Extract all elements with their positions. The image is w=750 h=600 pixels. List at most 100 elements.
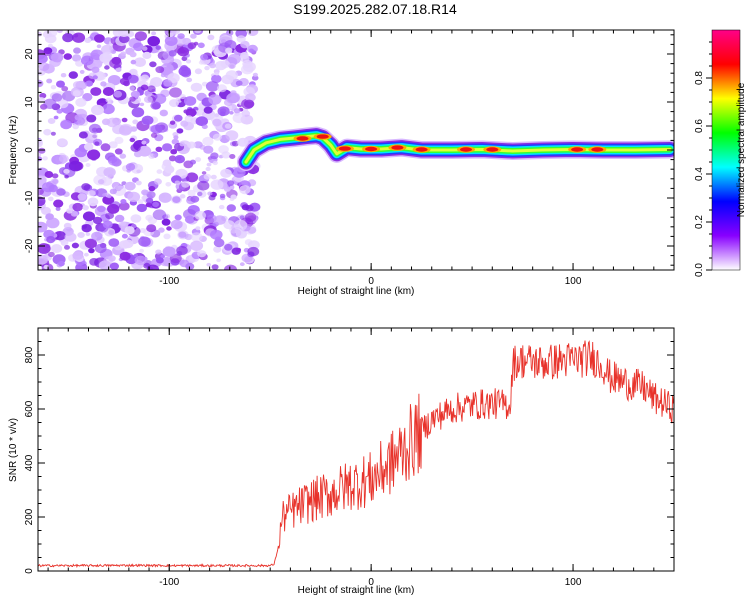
noise-blob <box>55 206 61 211</box>
noise-blob <box>224 123 232 129</box>
noise-blob <box>38 62 50 71</box>
noise-blob <box>46 236 56 244</box>
noise-blob <box>247 246 260 257</box>
noise-blob <box>176 128 184 134</box>
noise-blob <box>106 194 112 199</box>
noise-blob <box>147 85 156 93</box>
noise-blob <box>104 65 110 70</box>
noise-blob <box>131 107 145 118</box>
noise-blob <box>51 93 63 102</box>
noise-blob <box>102 195 115 205</box>
noise-blob <box>108 156 120 166</box>
noise-blob <box>68 71 79 79</box>
noise-blob <box>197 180 210 191</box>
spectrogram-y-axis-label: Frequency (Hz) <box>8 116 19 185</box>
noise-blob <box>100 176 113 186</box>
noise-blob <box>207 34 215 41</box>
noise-blob <box>56 188 66 196</box>
noise-blob <box>212 160 218 166</box>
noise-blob <box>158 192 172 203</box>
noise-blob <box>201 171 207 175</box>
noise-blob <box>135 180 142 186</box>
noise-blob <box>149 61 157 68</box>
noise-blob <box>47 43 54 49</box>
noise-blob <box>61 86 69 92</box>
signal-peak <box>415 147 428 152</box>
noise-blob <box>115 67 122 73</box>
noise-blob <box>174 155 185 164</box>
noise-blob <box>102 87 115 96</box>
noise-blob <box>57 138 68 147</box>
noise-blob <box>119 251 131 261</box>
noise-blob <box>224 243 233 251</box>
noise-blob <box>119 153 127 159</box>
noise-blob <box>185 59 192 64</box>
noise-blob <box>146 191 156 199</box>
noise-blob <box>64 245 70 250</box>
noise-blob <box>94 34 105 43</box>
noise-blob <box>102 51 113 60</box>
signal-peak <box>591 147 604 152</box>
noise-blob <box>38 79 44 88</box>
noise-blob <box>50 131 56 136</box>
noise-blob <box>133 42 144 52</box>
noise-blob <box>97 179 105 185</box>
noise-blob <box>90 87 102 96</box>
noise-blob <box>169 87 182 98</box>
noise-blob <box>195 157 202 162</box>
noise-blob <box>42 156 48 161</box>
noise-blob <box>38 97 46 103</box>
noise-blob <box>44 171 54 178</box>
noise-blob <box>141 140 147 145</box>
noise-blob <box>43 50 52 57</box>
noise-blob <box>91 66 100 74</box>
noise-blob <box>43 264 49 270</box>
noise-blob <box>151 31 157 36</box>
noise-blob <box>190 240 204 251</box>
noise-blob <box>89 258 99 266</box>
noise-blob <box>240 40 250 49</box>
noise-blob <box>184 233 193 241</box>
noise-blob <box>47 118 56 124</box>
noise-blob <box>45 213 54 221</box>
noise-blob <box>108 230 115 235</box>
noise-blob <box>141 46 148 51</box>
noise-blob <box>134 255 147 266</box>
signal-peak <box>460 147 472 152</box>
noise-blob <box>136 203 147 213</box>
noise-blob <box>113 90 123 98</box>
noise-blob <box>225 70 238 81</box>
noise-blob <box>50 85 57 90</box>
noise-blob <box>46 78 53 84</box>
noise-blob <box>72 81 83 89</box>
noise-blob <box>147 36 160 47</box>
noise-blob <box>168 155 177 162</box>
noise-blob <box>51 244 63 253</box>
noise-blob <box>212 133 222 141</box>
noise-blob <box>176 245 188 256</box>
noise-blob <box>52 179 59 184</box>
noise-blob <box>72 251 84 260</box>
noise-blob <box>62 33 74 43</box>
noise-blob <box>38 175 47 185</box>
spectrogram-content <box>38 30 674 270</box>
noise-blob <box>72 54 82 62</box>
noise-blob <box>220 39 227 44</box>
spectrogram-x-axis-label: Height of straight line (km) <box>298 286 415 297</box>
noise-blob <box>132 119 139 125</box>
noise-blob <box>88 248 95 254</box>
y-tick-label: 200 <box>24 508 35 525</box>
noise-blob <box>52 173 59 179</box>
noise-blob <box>38 221 48 233</box>
noise-blob <box>197 191 203 197</box>
noise-blob <box>153 153 159 158</box>
noise-blob <box>211 264 219 270</box>
noise-blob <box>227 53 241 65</box>
noise-blob <box>178 231 187 238</box>
noise-blob <box>207 191 213 196</box>
noise-blob <box>53 115 59 120</box>
noise-blob <box>240 52 249 59</box>
noise-blob <box>155 122 169 133</box>
